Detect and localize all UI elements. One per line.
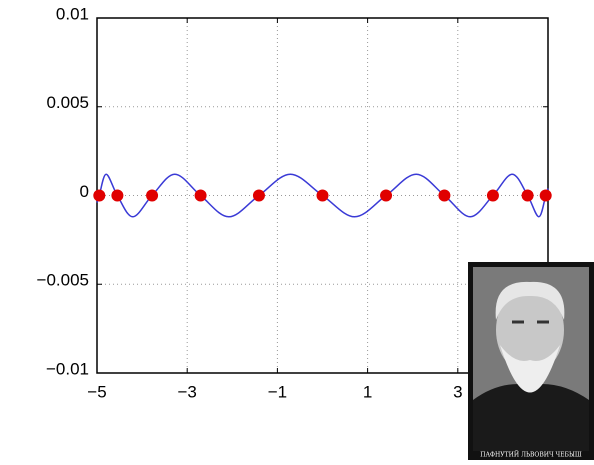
- photo-coat: [473, 384, 589, 451]
- x-tick-label: 1: [363, 382, 372, 401]
- x-tick-label: 3: [453, 382, 462, 401]
- node-point: [380, 189, 393, 202]
- x-tick-label: −3: [178, 382, 197, 401]
- y-tick-label: −0.005: [37, 271, 89, 290]
- y-tick-label: 0: [80, 182, 89, 201]
- photo-face: [496, 286, 564, 374]
- node-point: [438, 189, 451, 202]
- node-point: [111, 189, 124, 202]
- node-point: [252, 189, 265, 202]
- photo-hair: [495, 281, 565, 320]
- node-point: [93, 189, 106, 202]
- node-point: [146, 189, 159, 202]
- y-tick-label: −0.01: [46, 359, 89, 378]
- node-point: [194, 189, 207, 202]
- x-tick-label: −1: [268, 382, 287, 401]
- photo-beard: [500, 345, 560, 393]
- node-point: [486, 189, 499, 202]
- node-point: [521, 189, 534, 202]
- y-tick-label: 0.005: [46, 93, 89, 112]
- node-point: [316, 189, 329, 202]
- node-point: [539, 189, 552, 202]
- y-tick-label: 0.01: [56, 4, 89, 23]
- x-tick-label: −5: [87, 382, 106, 401]
- photo-caption: ПАФНУТИЙ ЛЬВОВИЧ ЧЕБЫШ: [480, 451, 582, 459]
- portrait-photo: ПАФНУТИЙ ЛЬВОВИЧ ЧЕБЫШ: [468, 262, 594, 460]
